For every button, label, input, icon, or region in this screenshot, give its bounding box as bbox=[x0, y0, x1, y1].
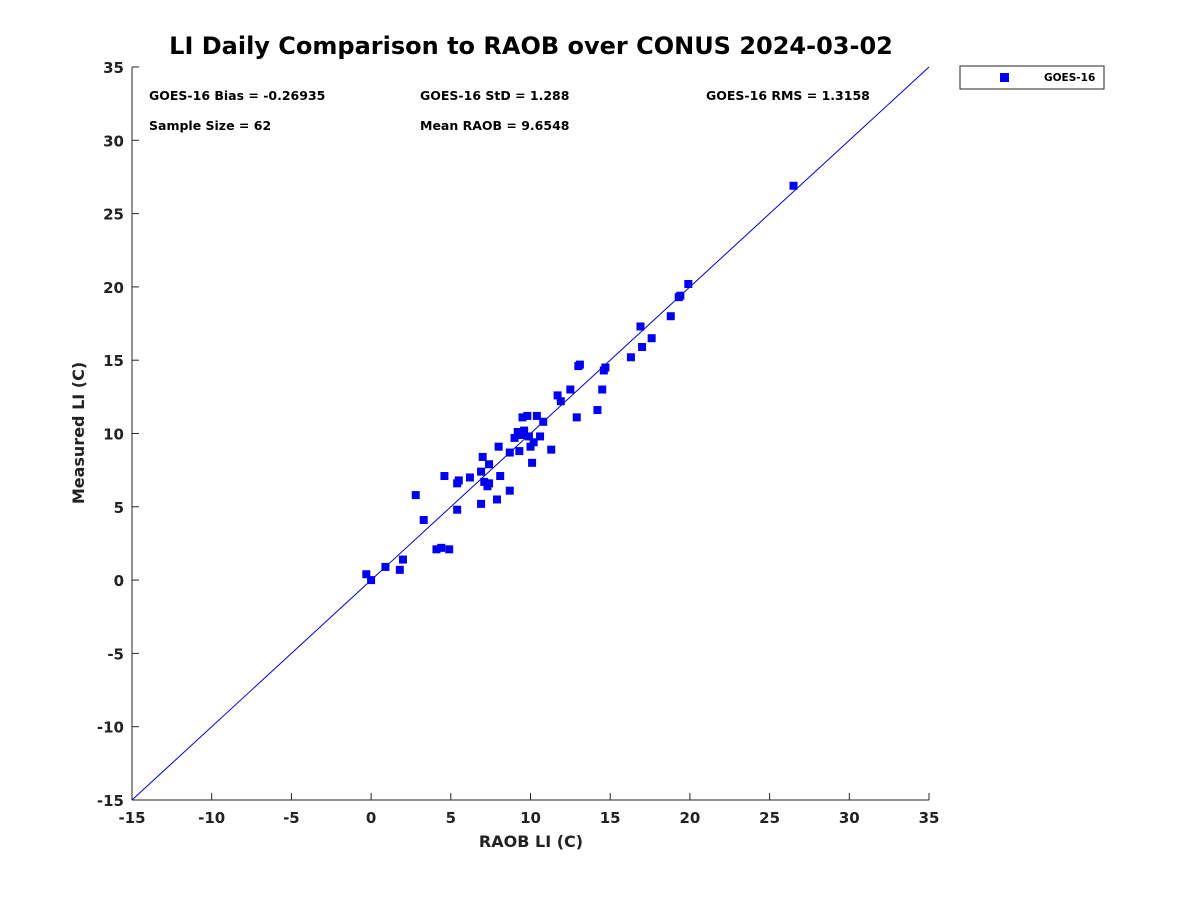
y-axis-label: Measured LI (C) bbox=[69, 362, 88, 504]
y-tick-label: 15 bbox=[103, 352, 124, 370]
data-point bbox=[381, 562, 390, 571]
data-point bbox=[601, 363, 610, 372]
data-point bbox=[547, 445, 556, 454]
legend-marker-goes-16 bbox=[1000, 73, 1009, 82]
data-point bbox=[523, 411, 532, 420]
y-tick-label: 30 bbox=[103, 132, 124, 150]
data-point bbox=[526, 442, 535, 451]
y-tick-label: 25 bbox=[103, 206, 124, 224]
data-point bbox=[539, 417, 548, 426]
data-point bbox=[493, 495, 502, 504]
data-points bbox=[362, 181, 798, 585]
legend-box bbox=[959, 65, 1105, 90]
data-point bbox=[536, 432, 545, 441]
x-tick-label: 10 bbox=[520, 809, 541, 827]
stat-mean-raob: Mean RAOB = 9.6548 bbox=[420, 118, 569, 133]
data-point bbox=[398, 555, 407, 564]
y-tick-label: -15 bbox=[97, 792, 124, 810]
data-point bbox=[496, 472, 505, 481]
data-point bbox=[684, 279, 693, 288]
x-tick-label: 0 bbox=[366, 809, 376, 827]
x-tick-label: 30 bbox=[839, 809, 860, 827]
y-tick-label: 10 bbox=[103, 426, 124, 444]
data-point bbox=[480, 477, 489, 486]
data-point bbox=[529, 438, 538, 447]
stat-rms: GOES-16 RMS = 1.3158 bbox=[706, 88, 870, 103]
x-tick-label: 35 bbox=[919, 809, 940, 827]
stat-bias: GOES-16 Bias = -0.26935 bbox=[149, 88, 325, 103]
data-point bbox=[465, 473, 474, 482]
x-tick-label: -15 bbox=[118, 809, 145, 827]
data-point bbox=[572, 413, 581, 422]
data-point bbox=[647, 334, 656, 343]
data-point bbox=[626, 353, 635, 362]
data-point bbox=[477, 467, 486, 476]
data-point bbox=[566, 385, 575, 394]
chart-title: LI Daily Comparison to RAOB over CONUS 2… bbox=[169, 32, 893, 60]
y-tick-label: -10 bbox=[97, 719, 124, 737]
data-point bbox=[362, 570, 371, 579]
data-point bbox=[532, 411, 541, 420]
data-point bbox=[556, 397, 565, 406]
data-point bbox=[445, 545, 454, 554]
stat-std: GOES-16 StD = 1.288 bbox=[420, 88, 569, 103]
data-point bbox=[494, 442, 503, 451]
x-axis-label: RAOB LI (C) bbox=[479, 832, 583, 851]
data-point bbox=[485, 479, 494, 488]
data-point bbox=[419, 515, 428, 524]
data-point bbox=[518, 413, 527, 422]
y-axis-ticks: -15 -10 -5 0 5 10 15 20 25 30 35 bbox=[97, 59, 139, 810]
data-point bbox=[553, 391, 562, 400]
y-tick-label: 5 bbox=[114, 499, 124, 517]
data-point bbox=[485, 460, 494, 469]
data-point bbox=[574, 362, 583, 371]
data-point bbox=[478, 452, 487, 461]
legend-label-goes-16: GOES-16 bbox=[1044, 72, 1095, 84]
data-point bbox=[510, 433, 519, 442]
data-point bbox=[789, 181, 798, 190]
x-tick-label: -10 bbox=[198, 809, 225, 827]
x-tick-label: 25 bbox=[759, 809, 780, 827]
y-tick-label: 0 bbox=[114, 572, 124, 590]
data-point bbox=[440, 472, 449, 481]
data-point bbox=[528, 458, 537, 467]
data-point bbox=[437, 543, 446, 552]
data-point bbox=[515, 447, 524, 456]
x-axis-ticks: -15 -10 -5 0 5 10 15 20 25 30 35 bbox=[118, 793, 939, 827]
data-point bbox=[636, 322, 645, 331]
x-tick-label: 5 bbox=[446, 809, 456, 827]
data-point bbox=[676, 291, 685, 300]
y-tick-label: 35 bbox=[103, 59, 124, 77]
data-point bbox=[593, 406, 602, 415]
stat-sample-size: Sample Size = 62 bbox=[149, 118, 271, 133]
data-point bbox=[505, 486, 514, 495]
y-tick-label: 20 bbox=[103, 279, 124, 297]
data-point bbox=[454, 476, 463, 485]
data-point bbox=[477, 499, 486, 508]
x-tick-label: 20 bbox=[679, 809, 700, 827]
data-point bbox=[666, 312, 675, 321]
data-point bbox=[638, 343, 647, 352]
x-tick-label: -5 bbox=[283, 809, 300, 827]
data-point bbox=[367, 576, 376, 585]
data-point bbox=[505, 448, 514, 457]
data-point bbox=[395, 565, 404, 574]
data-point bbox=[411, 491, 420, 500]
data-point bbox=[453, 505, 462, 514]
legend: GOES-16 bbox=[959, 65, 1105, 90]
data-point bbox=[432, 545, 441, 554]
y-tick-label: -5 bbox=[107, 645, 124, 663]
data-point bbox=[516, 429, 525, 438]
data-point bbox=[524, 432, 533, 441]
x-tick-label: 15 bbox=[600, 809, 621, 827]
data-point bbox=[598, 385, 607, 394]
